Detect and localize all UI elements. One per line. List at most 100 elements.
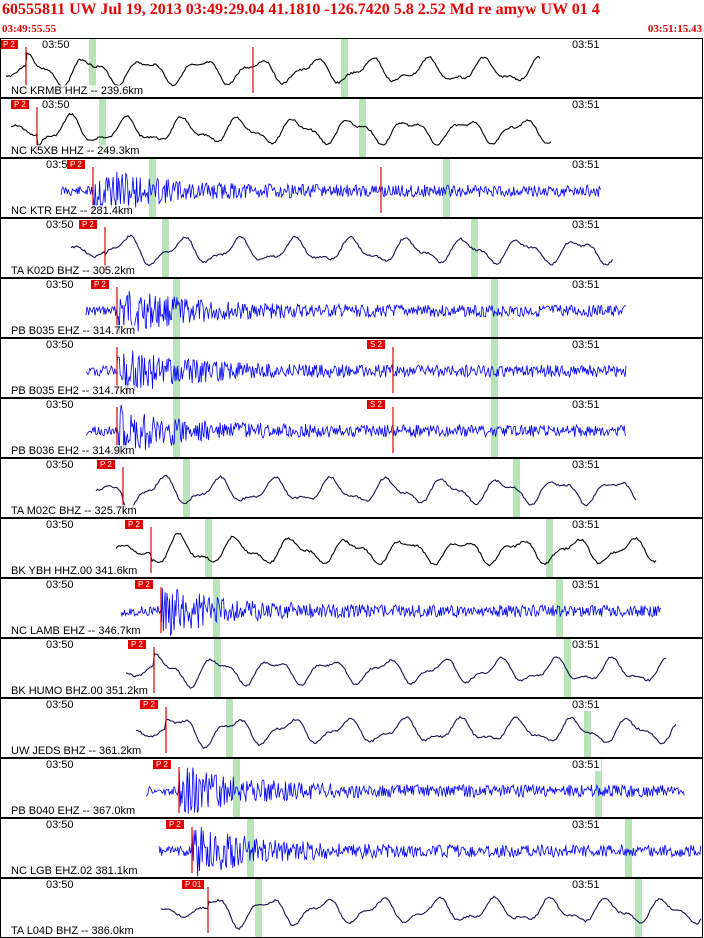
p-pick-flag[interactable]: P 2 [135, 580, 153, 589]
phase-window [564, 639, 571, 697]
time-tick-label: 03:51 [571, 819, 601, 831]
s-pick-flag[interactable]: S 2 [367, 340, 386, 349]
p-pick-flag[interactable]: P 2 [1, 40, 18, 49]
time-tick-label: 03:51 [571, 99, 601, 111]
p-pick-flag[interactable]: P 2 [11, 100, 29, 109]
time-tick-label: 03:51 [571, 339, 601, 351]
time-tick-label: 03:50 [45, 399, 75, 411]
trace-panel[interactable]: 03:50 03:51 P 2 PB B040 EHZ -- 367.0km [0, 758, 703, 818]
time-tick-label: 03:50 [45, 579, 75, 591]
time-tick-label: 03:51 [571, 519, 601, 531]
station-label: PB B040 EHZ -- 367.0km [11, 805, 136, 817]
phase-window [205, 519, 212, 577]
waveform [70, 234, 613, 267]
waveform [5, 51, 541, 89]
phase-window [99, 99, 106, 157]
station-label: NC LAMB EHZ -- 346.7km [11, 625, 141, 637]
trace-panel[interactable]: 03:50 03:51 P 2 UW JEDS BHZ -- 361.2km [0, 698, 703, 758]
time-tick-label: 03:51 [571, 879, 601, 891]
p-pick-flag[interactable]: P 2 [91, 280, 109, 289]
p-pick-flag[interactable]: P 2 [128, 640, 146, 649]
trace-panel[interactable]: 03:50 03:51 P 2 PB B035 EHZ -- 314.7km [0, 278, 703, 338]
seismogram [145, 759, 685, 817]
station-label: NC KRMB HHZ -- 239.6km [11, 85, 144, 97]
trace-panel[interactable]: 03:50 03:51 P 2 TA M02C BHZ -- 325.7km [0, 458, 703, 518]
seismogram [115, 519, 657, 577]
station-label: BK YBH HHZ.00 341.6km [11, 565, 138, 577]
time-tick-label: 03:50 [45, 759, 75, 771]
p-pick-flag[interactable]: P 2 [125, 520, 143, 529]
p-pick-flag[interactable]: P 2 [97, 460, 115, 469]
seismogram [120, 579, 662, 637]
station-label: BK HUMO BHZ.00 351.2km [11, 685, 148, 697]
waveform [10, 112, 552, 146]
phase-window [183, 459, 190, 517]
station-label: NC LGB EHZ.02 381.1km [11, 865, 138, 877]
p-pick-flag[interactable]: P 2 [140, 700, 158, 709]
phase-window [584, 699, 591, 757]
p-pick-flag[interactable]: P 2 [166, 820, 184, 829]
phase-window [162, 219, 169, 277]
phase-window [625, 819, 632, 877]
trace-panel[interactable]: 03:50 03:51 P 01 TA L04D BHZ -- 386.0km [0, 878, 703, 938]
phase-window [546, 519, 553, 577]
trace-panel[interactable]: 03:50 03:51 P 2 BK YBH HHZ.00 341.6km [0, 518, 703, 578]
seismogram [160, 879, 702, 937]
waveform [135, 715, 677, 750]
station-label: PB B035 EH2 -- 314.7km [11, 385, 135, 397]
seismogram [125, 639, 667, 697]
p-pick-flag[interactable]: P 01 [182, 880, 205, 889]
time-tick-label: 03:50 [41, 39, 71, 51]
trace-panel[interactable]: 03:50 03:51 P 2 NC K5XB HHZ -- 249.3km [0, 98, 703, 158]
station-label: NC KTR EHZ -- 281.4km [11, 205, 133, 217]
event-title: 60555811 UW Jul 19, 2013 03:49:29.04 41.… [2, 1, 600, 18]
seismogram [135, 699, 677, 757]
time-tick-label: 03:51 [571, 579, 601, 591]
waveform [85, 290, 627, 334]
waveform [120, 588, 662, 636]
phase-window [635, 879, 642, 937]
trace-panel[interactable]: 03:50 03:51 P 2 NC KRMB HHZ -- 239.6km [0, 38, 703, 98]
phase-window [233, 759, 240, 817]
waveform [160, 895, 702, 931]
trace-panel[interactable]: 03:50 03:51 P 2 TA K02D BHZ -- 305.2km [0, 218, 703, 278]
time-tick-label: 03:50 [45, 879, 75, 891]
time-tick-label: 03:50 [45, 699, 75, 711]
time-tick-label: 03:50 [41, 99, 71, 111]
phase-window [247, 819, 254, 877]
time-tick-label: 03:51 [571, 159, 601, 171]
time-tick-label: 03:50 [45, 819, 75, 831]
p-pick-flag[interactable]: P 2 [79, 220, 97, 229]
station-label: TA L04D BHZ -- 386.0km [11, 925, 134, 937]
waveform [145, 767, 685, 815]
trace-panel[interactable]: 03:50 03:51 P 2 NC LGB EHZ.02 381.1km [0, 818, 703, 878]
plot-header: 60555811 UW Jul 19, 2013 03:49:29.04 41.… [0, 0, 704, 38]
trace-panel[interactable]: 03:50 03:51 P 2 NC LAMB EHZ -- 346.7km [0, 578, 703, 638]
trace-panel[interactable]: 03:50 03:51 S 2 PB B036 EH2 -- 314.9km [0, 398, 703, 458]
station-label: PB B035 EHZ -- 314.7km [11, 325, 136, 337]
phase-window [341, 39, 348, 97]
time-tick-label: 03:51 [571, 459, 601, 471]
seismogram [158, 819, 702, 877]
time-tick-label: 03:50 [45, 639, 75, 651]
phase-window [173, 339, 180, 397]
time-tick-label: 03:50 [45, 279, 75, 291]
trace-panel[interactable]: 03:50 03:51 P 2 BK HUMO BHZ.00 351.2km [0, 638, 703, 698]
waveform [95, 474, 637, 510]
phase-window [359, 99, 366, 157]
time-tick-label: 03:51 [571, 759, 601, 771]
time-tick-label: 03:51 [571, 399, 601, 411]
phase-window [89, 39, 96, 97]
waveform [115, 532, 657, 567]
p-pick-flag[interactable]: P 2 [153, 760, 171, 769]
seismogram [85, 339, 627, 397]
p-pick-flag[interactable]: P 2 [67, 160, 85, 169]
time-tick-label: 03:50 [45, 519, 75, 531]
phase-window [491, 279, 498, 337]
waveform [125, 652, 667, 689]
station-label: TA K02D BHZ -- 305.2km [11, 265, 135, 277]
phase-window [214, 639, 221, 697]
trace-panel[interactable]: 03:50 03:51 S 2 PB B035 EH2 -- 314.7km [0, 338, 703, 398]
s-pick-flag[interactable]: S 2 [367, 400, 386, 409]
trace-panel[interactable]: 03:50 03:51 P 2 NC KTR EHZ -- 281.4km [0, 158, 703, 218]
